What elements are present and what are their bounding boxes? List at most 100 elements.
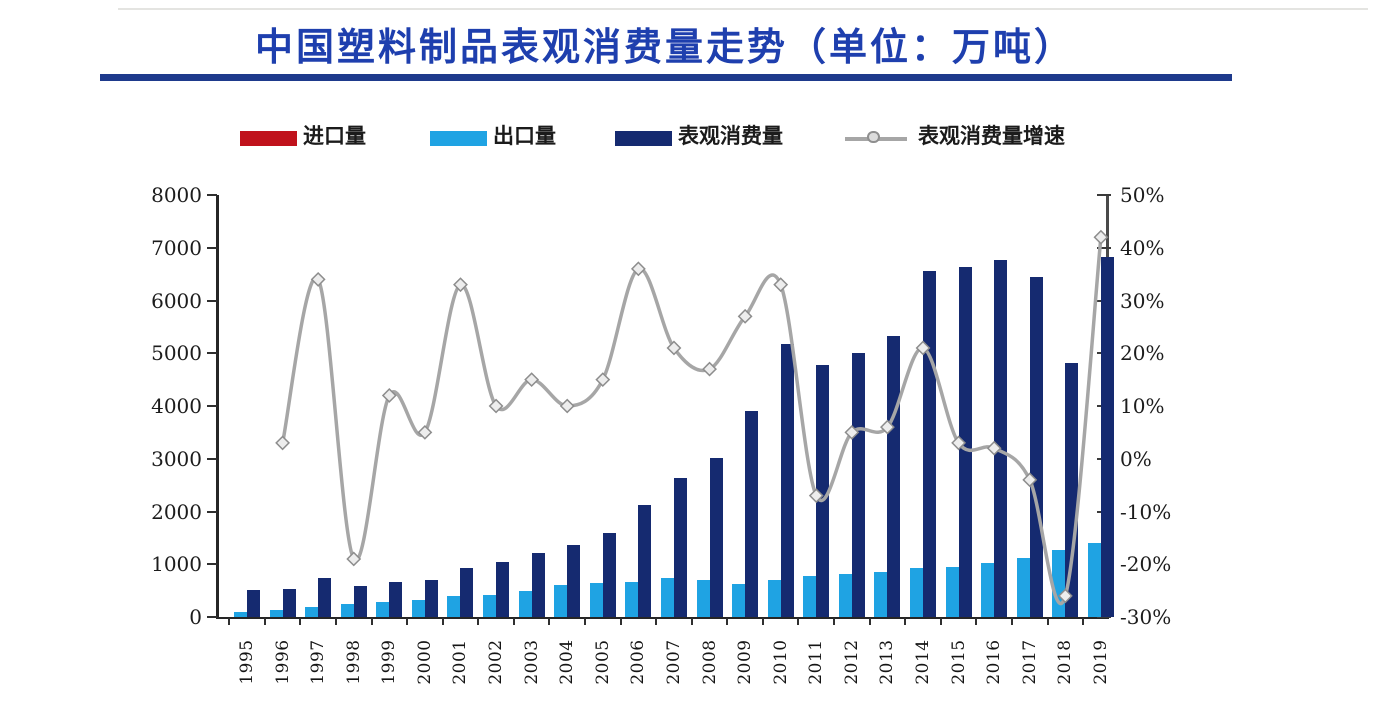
x-axis-tick [975, 618, 978, 625]
bar-exports-2018 [1052, 549, 1066, 617]
legend-label-consumption: 表观消费量 [678, 125, 783, 148]
top-divider-line [118, 8, 1368, 10]
bar-exports-2007 [660, 577, 674, 617]
y-axis-left-tick [207, 563, 217, 566]
bar-exports-2002 [483, 594, 497, 617]
bar-exports-1995 [234, 611, 247, 617]
bar-exports-2017 [1016, 557, 1030, 617]
growth-point-2010 [773, 277, 789, 293]
growth-point-2002 [488, 398, 504, 414]
bar-consumption-1997 [318, 578, 332, 617]
growth-point-2006 [630, 261, 646, 277]
x-axis-tick [761, 618, 764, 625]
bar-consumption-2005 [602, 532, 616, 617]
y-axis-left-tick-label: 7000 [151, 235, 202, 260]
bar-consumption-2011 [816, 365, 830, 617]
x-axis-tick [655, 618, 658, 625]
x-axis-tick [619, 618, 622, 625]
legend-label-exports: 出口量 [493, 125, 556, 148]
x-axis-tick [939, 618, 942, 625]
y-axis-right-tick-label: -10% [1120, 499, 1172, 524]
y-axis-right-tick-label: 40% [1120, 235, 1165, 260]
x-axis-tick [726, 618, 729, 625]
y-axis-right-tick [1097, 616, 1111, 618]
bar-consumption-1996 [282, 588, 296, 617]
bar-exports-2005 [589, 582, 603, 617]
y-axis-left-tick-label: 0 [189, 605, 202, 629]
bar-consumption-2002 [496, 562, 510, 617]
bar-exports-2011 [803, 576, 817, 617]
y-axis-left-tick-label: 6000 [151, 288, 202, 313]
bar-exports-2014 [910, 567, 924, 617]
x-axis-tick [263, 618, 266, 625]
bar-exports-2001 [447, 596, 461, 617]
y-axis-right-tick [1097, 246, 1111, 249]
y-axis-left-tick [207, 616, 217, 618]
x-axis-category-label: 2016 [984, 639, 1005, 685]
x-axis-tick [370, 618, 373, 625]
x-axis-category-label: 2004 [557, 639, 578, 685]
growth-point-2004 [559, 398, 575, 414]
bar-exports-2012 [838, 574, 852, 617]
growth-point-2009 [737, 308, 753, 324]
y-axis-right-tick-label: 10% [1120, 394, 1165, 418]
y-axis-left-tick-label: 1000 [151, 552, 202, 577]
legend-label-growth: 表观消费量增速 [918, 125, 1065, 148]
y-axis-right-tick-label: 30% [1120, 288, 1165, 313]
bar-exports-2010 [767, 579, 781, 617]
bar-consumption-2019 [1100, 256, 1114, 617]
bar-exports-2009 [732, 584, 746, 617]
y-axis-left-tick [207, 457, 217, 460]
bar-consumption-1995 [247, 589, 260, 617]
y-axis-left-tick [207, 352, 217, 355]
y-axis-right-tick-label: 50% [1120, 183, 1165, 207]
x-axis-tick [1082, 618, 1085, 625]
bar-exports-2013 [874, 572, 888, 617]
growth-point-1997 [310, 271, 326, 287]
x-axis-category-label: 1996 [272, 639, 293, 685]
x-axis-category-label: 2017 [1019, 639, 1040, 685]
bar-exports-2016 [981, 562, 995, 617]
bar-consumption-2010 [780, 344, 794, 617]
bar-exports-2006 [625, 582, 639, 617]
x-axis-category-label: 2003 [521, 639, 542, 685]
growth-point-1996 [275, 435, 291, 451]
bar-consumption-2008 [709, 457, 723, 617]
y-axis-right-tick-label: 20% [1120, 341, 1165, 366]
y-axis-left-tick-label: 3000 [151, 446, 202, 471]
growth-point-2003 [524, 372, 540, 388]
x-axis-tick [797, 618, 800, 625]
y-axis-left-tick [207, 246, 217, 249]
y-axis-left-tick-label: 5000 [151, 341, 202, 366]
bar-exports-2015 [945, 566, 959, 617]
x-axis-category-label: 2001 [450, 639, 471, 685]
bar-exports-2004 [554, 584, 568, 617]
bar-consumption-2012 [851, 353, 865, 617]
x-axis-tick [334, 618, 337, 625]
growth-point-2008 [702, 361, 717, 377]
bar-consumption-2016 [994, 259, 1008, 617]
legend-swatch-consumption [615, 131, 672, 146]
y-axis-right-tick-label: -20% [1120, 552, 1172, 577]
x-axis-category-label: 2014 [913, 639, 934, 685]
bar-exports-1998 [340, 604, 354, 617]
x-axis-tick [1046, 618, 1049, 625]
x-axis-category-label: 2012 [841, 639, 862, 685]
bar-exports-1999 [376, 602, 390, 617]
x-axis-category-label: 1997 [308, 639, 329, 685]
x-axis-tick [299, 618, 302, 625]
x-axis-tick [477, 618, 480, 625]
x-axis-category-label: 2009 [735, 639, 756, 685]
x-axis-tick [584, 618, 586, 625]
bar-consumption-1999 [389, 581, 403, 617]
x-axis-category-label: 2000 [414, 639, 435, 685]
legend-swatch-imports [240, 131, 297, 146]
bar-consumption-2015 [958, 266, 972, 617]
x-axis-category-label: 2006 [628, 639, 649, 685]
y-axis-right-tick-label: 0% [1120, 446, 1152, 471]
x-axis-category-label: 1995 [237, 639, 257, 685]
growth-point-2007 [666, 340, 682, 356]
x-axis-tick [228, 618, 231, 625]
x-axis-tick [1010, 618, 1013, 625]
